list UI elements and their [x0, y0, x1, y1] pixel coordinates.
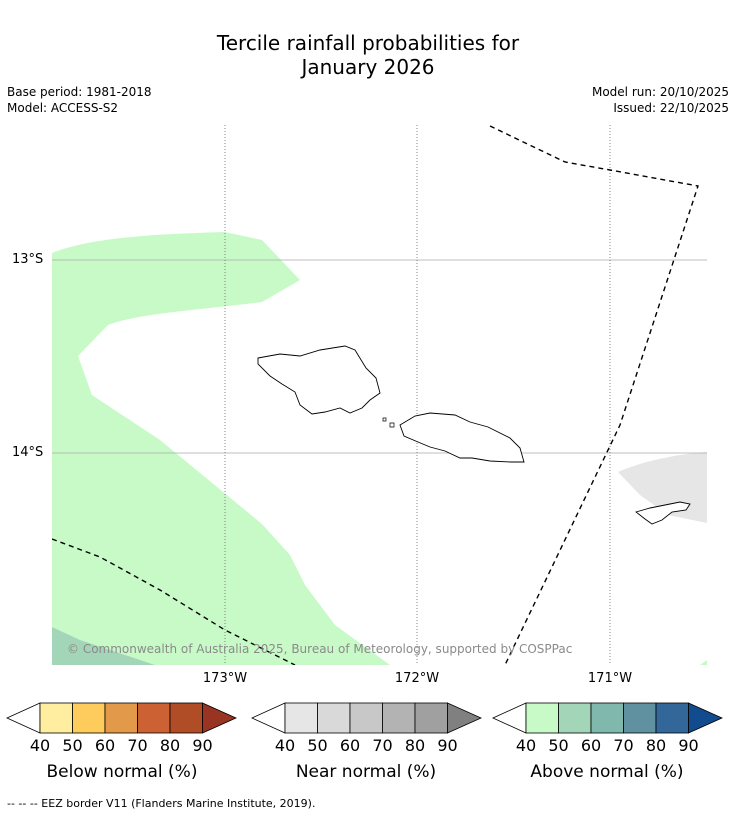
meta-right: Model run: 20/10/2025 Issued: 22/10/2025	[592, 84, 729, 116]
above-tick-50: 50	[548, 736, 569, 755]
above-normal-label: Above normal (%)	[530, 762, 684, 782]
near-normal-label: Near normal (%)	[295, 762, 437, 782]
colorbar-above-normal	[492, 702, 723, 734]
below-normal-swatch-60	[104, 702, 138, 734]
near-normal-swatch-70	[382, 702, 416, 734]
above-tick-60: 60	[580, 736, 602, 755]
lon-label-173w: 173°W	[202, 671, 248, 686]
apolima-island	[382, 417, 387, 422]
lon-label-171w: 171°W	[587, 671, 633, 686]
savaii-island	[257, 345, 381, 415]
above-tick-80: 80	[645, 736, 667, 755]
near-normal-under-arrow	[251, 702, 286, 734]
below-tick-50: 50	[62, 736, 83, 755]
near-normal-over-arrow	[447, 702, 482, 734]
below-normal-swatch-80	[169, 702, 203, 734]
upolu-island	[399, 412, 525, 463]
near-tick-50: 50	[307, 736, 328, 755]
above-normal-under-arrow	[492, 702, 527, 734]
base-period: Base period: 1981-2018	[7, 85, 152, 99]
below-tick-80: 80	[159, 736, 181, 755]
above-normal-swatch-60	[590, 702, 624, 734]
below-normal-swatch-70	[137, 702, 171, 734]
near-tick-70: 70	[372, 736, 393, 755]
title-line-2: January 2026	[301, 55, 435, 79]
near-tick-90: 90	[437, 736, 458, 755]
above-normal-swatch-80	[655, 702, 689, 734]
model-name: Model: ACCESS-S2	[7, 101, 119, 115]
above-normal-swatch-70	[623, 702, 657, 734]
above-normal-edge-region	[700, 660, 707, 665]
eez-border-northeast	[489, 125, 699, 665]
map-title: Tercile rainfall probabilities for Janua…	[0, 31, 736, 79]
near-normal-swatch-50	[317, 702, 351, 734]
above-normal-40-region	[52, 232, 390, 665]
issued-date: Issued: 22/10/2025	[613, 101, 729, 115]
copyright-notice: © Commonwealth of Australia 2025, Bureau…	[67, 642, 573, 656]
eez-footnote: -- -- -- EEZ border V11 (Flanders Marine…	[7, 797, 316, 810]
near-tick-80: 80	[404, 736, 426, 755]
meta-left: Base period: 1981-2018 Model: ACCESS-S2	[7, 84, 152, 116]
lat-label-14s: 14°S	[12, 445, 44, 460]
model-run: Model run: 20/10/2025	[591, 85, 729, 99]
eez-border-southwest	[52, 538, 296, 665]
above-tick-40: 40	[515, 736, 537, 755]
below-tick-60: 60	[94, 736, 116, 755]
above-normal-swatch-50	[558, 702, 592, 734]
near-tick-40: 40	[274, 736, 296, 755]
near-normal-swatch-40	[284, 702, 318, 734]
near-tick-60: 60	[339, 736, 361, 755]
below-tick-70: 70	[127, 736, 148, 755]
colorbar-below-normal	[6, 702, 237, 734]
near-normal-swatch-60	[349, 702, 383, 734]
below-normal-swatch-40	[39, 702, 73, 734]
above-normal-over-arrow	[688, 702, 723, 734]
near-normal-swatch-80	[414, 702, 448, 734]
above-tick-90: 90	[678, 736, 699, 755]
below-normal-label: Below normal (%)	[46, 762, 198, 782]
lat-label-13s: 13°S	[12, 252, 44, 267]
below-normal-under-arrow	[6, 702, 41, 734]
below-normal-swatch-50	[72, 702, 106, 734]
above-tick-70: 70	[613, 736, 634, 755]
lon-label-172w: 172°W	[394, 671, 440, 686]
below-normal-over-arrow	[202, 702, 237, 734]
manono-island	[389, 422, 395, 428]
tutuila-island	[635, 501, 691, 525]
colorbar-near-normal	[251, 702, 482, 734]
below-tick-40: 40	[29, 736, 51, 755]
above-normal-50-region	[52, 627, 155, 665]
title-line-1: Tercile rainfall probabilities for	[216, 31, 520, 55]
below-tick-90: 90	[192, 736, 213, 755]
above-normal-swatch-40	[525, 702, 559, 734]
